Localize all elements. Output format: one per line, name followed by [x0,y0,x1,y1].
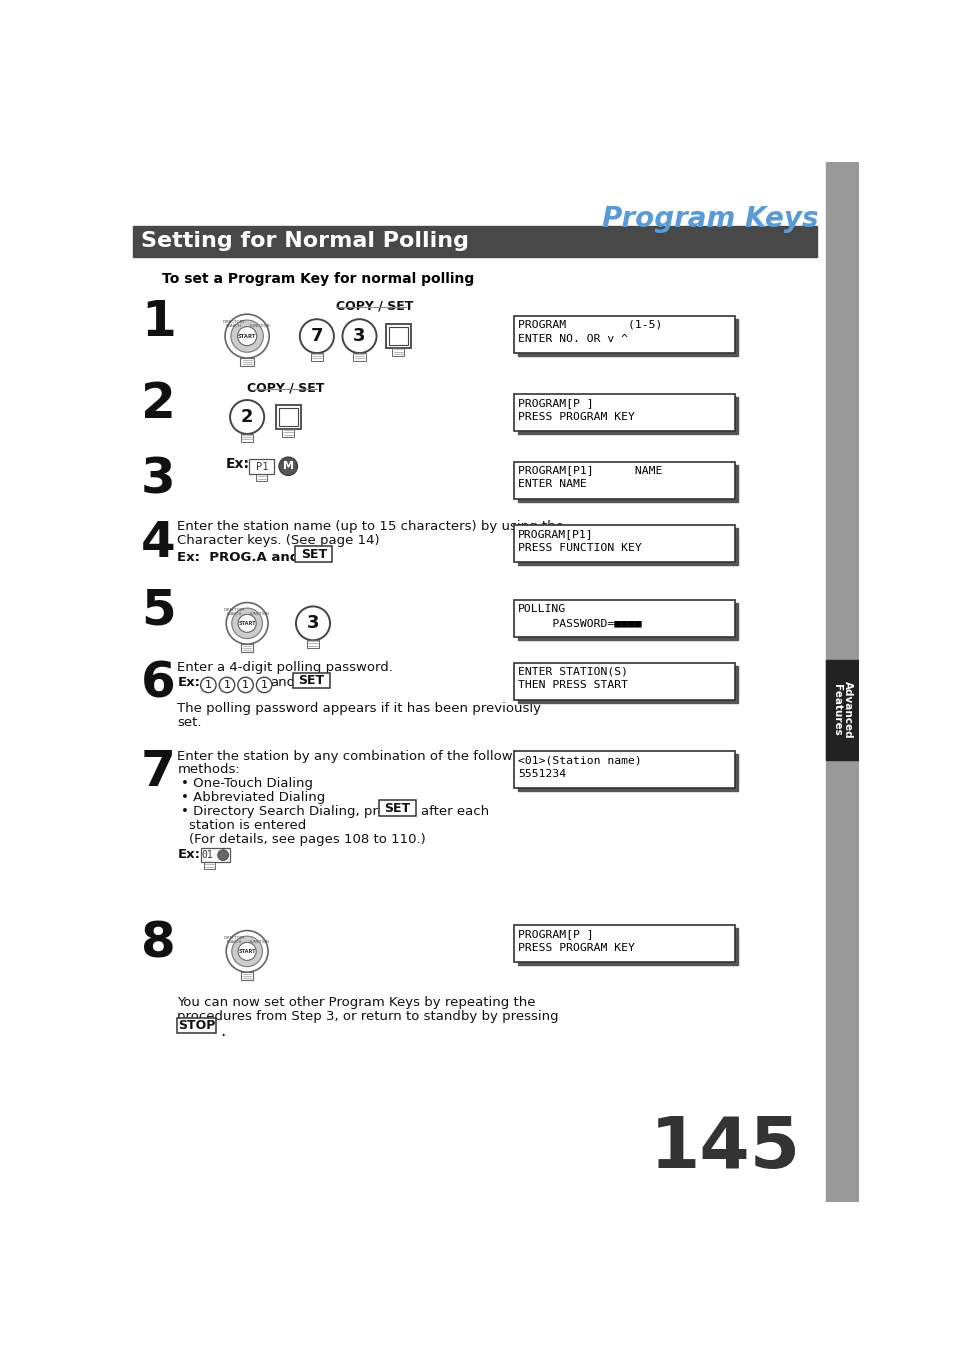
Text: START: START [238,948,255,954]
Text: 1: 1 [260,680,268,690]
Bar [392,349,404,357]
Text: set.: set. [177,716,202,728]
Ellipse shape [237,327,256,346]
Bar [133,226,816,257]
Text: SET: SET [384,801,410,815]
Text: Character keys. (See page 14): Character keys. (See page 14) [177,534,379,547]
Text: Enter a 4-digit polling password.: Enter a 4-digit polling password. [177,661,393,674]
Text: FUNCTION: FUNCTION [250,612,270,616]
Text: Enter the station name (up to 15 characters) by using the: Enter the station name (up to 15 charact… [177,520,563,534]
Bar [517,754,738,792]
Bar [294,546,332,562]
Text: and: and [270,677,295,689]
Text: P1: P1 [255,462,268,471]
Circle shape [256,677,272,693]
Text: <01>(Station name)
5551234: <01>(Station name) 5551234 [517,755,641,780]
Bar [514,925,735,962]
Text: PROGRAM[P1]
PRESS FUNCTION KEY: PROGRAM[P1] PRESS FUNCTION KEY [517,528,641,553]
Circle shape [299,319,334,353]
Text: 145: 145 [650,1115,801,1183]
Bar [293,673,330,688]
Text: 01: 01 [201,850,213,861]
Bar [517,666,738,703]
Bar [311,353,323,361]
Bar [241,434,253,442]
Text: 7: 7 [311,327,323,345]
Ellipse shape [238,943,256,961]
Text: PROGRAM[P ]
PRESS PROGRAM KEY: PROGRAM[P ] PRESS PROGRAM KEY [517,397,635,422]
Bar [517,465,738,501]
Text: FUNCTION: FUNCTION [250,940,270,944]
Ellipse shape [232,936,262,966]
Bar [514,524,735,562]
Text: PROGRAM[P1]      NAME
ENTER NAME: PROGRAM[P1] NAME ENTER NAME [517,466,662,489]
Text: STOP: STOP [178,1019,215,1032]
Bar [204,862,215,869]
Text: 2: 2 [240,408,253,426]
Ellipse shape [232,608,262,639]
Ellipse shape [231,320,263,353]
Text: • Directory Search Dialing, press: • Directory Search Dialing, press [181,805,399,819]
Text: Setting for Normal Polling: Setting for Normal Polling [141,231,469,251]
Text: PROGRAM[P ]
PRESS PROGRAM KEY: PROGRAM[P ] PRESS PROGRAM KEY [517,929,635,952]
Text: ENTER STATION(S)
THEN PRESS START: ENTER STATION(S) THEN PRESS START [517,666,628,690]
Bar [307,640,319,648]
Bar [517,319,738,357]
Text: Ex:  PROG.A and: Ex: PROG.A and [177,551,304,563]
Text: (For details, see pages 108 to 110.): (For details, see pages 108 to 110.) [189,832,425,846]
Text: Enter the station by any combination of the following: Enter the station by any combination of … [177,750,533,762]
Text: POLLING
     PASSWORD=■■■■: POLLING PASSWORD=■■■■ [517,604,641,628]
Text: Ex:: Ex: [177,848,200,861]
Text: methods:: methods: [177,763,240,777]
Text: START: START [237,334,256,339]
Text: Ex:: Ex: [177,677,200,689]
Bar [825,659,858,759]
Bar [385,324,410,349]
Bar [517,528,738,565]
Circle shape [237,677,253,693]
Text: • One-Touch Dialing: • One-Touch Dialing [181,777,313,790]
Text: Program Keys: Program Keys [601,205,818,234]
Bar [275,405,300,430]
Bar [514,394,735,431]
Ellipse shape [238,615,256,632]
Text: SET: SET [300,547,327,561]
Text: START: START [238,621,255,626]
Text: 1: 1 [242,680,249,690]
Text: .: . [220,1023,225,1040]
Bar [378,800,416,816]
Bar [240,644,253,651]
Circle shape [230,400,264,434]
Text: FUNCTION: FUNCTION [250,324,271,328]
Text: after each: after each [421,805,489,819]
Text: M: M [282,461,294,471]
Ellipse shape [226,603,268,644]
Text: 2: 2 [141,380,175,428]
Ellipse shape [226,931,268,973]
Text: Advanced
Features: Advanced Features [831,681,852,739]
Text: • Abbreviated Dialing: • Abbreviated Dialing [181,792,325,804]
Bar [278,408,297,426]
Text: 4: 4 [141,519,175,566]
Bar [200,848,230,862]
Circle shape [278,457,297,476]
Text: DIRECTORY
SEARCH: DIRECTORY SEARCH [222,320,244,328]
Text: 3: 3 [141,455,175,504]
Text: PROGRAM         (1-5)
ENTER NO. OR v ^: PROGRAM (1-5) ENTER NO. OR v ^ [517,320,662,345]
Bar [514,600,735,638]
Text: DIRECTORY
SEARCH: DIRECTORY SEARCH [223,608,245,616]
Bar [240,973,253,979]
Text: procedures from Step 3, or return to standby by pressing: procedures from Step 3, or return to sta… [177,1011,558,1023]
Circle shape [219,677,234,693]
Bar [517,397,738,434]
Bar [177,1017,216,1034]
Bar [517,928,738,965]
Text: 1: 1 [223,680,231,690]
Text: DIRECTORY
SEARCH: DIRECTORY SEARCH [223,936,245,944]
Text: COPY / SET: COPY / SET [247,381,324,394]
Bar [240,358,253,366]
Text: 1: 1 [141,297,175,346]
Bar [517,604,738,640]
Bar [249,459,274,474]
Bar [514,316,735,353]
